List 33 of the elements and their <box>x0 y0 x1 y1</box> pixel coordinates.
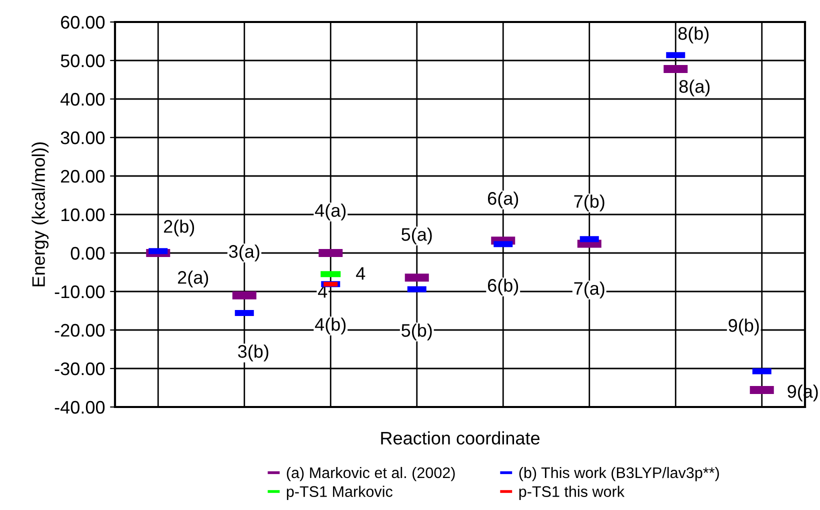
annotation: 5(a) <box>402 228 432 244</box>
y-tick-label: -20.00 <box>54 324 105 337</box>
y-axis-title: Energy (kcal/mol)) <box>32 142 49 286</box>
annotation: 3(b) <box>238 344 268 362</box>
y-tick-label: 20.00 <box>61 170 105 183</box>
y-tick-label: 40.00 <box>60 92 105 106</box>
annotation: 8(a) <box>679 80 710 96</box>
annotation: 6(a) <box>488 192 518 208</box>
annotation: 7(b) <box>574 194 604 212</box>
annotation: 4 <box>356 267 366 280</box>
y-tick-label: 0.00 <box>70 246 105 260</box>
legend-label: p-TS1 Markovic <box>286 486 392 500</box>
y-tick-label: 30.00 <box>60 131 105 144</box>
annotation: 3(a) <box>229 244 260 262</box>
annotation: 2(a) <box>178 270 208 288</box>
y-tick-label: 60.00 <box>61 16 105 29</box>
legend-label: (a) Markovic et al. (2002) <box>286 466 455 482</box>
y-tick-label: -30.00 <box>54 362 105 376</box>
y-tick-label: 50.00 <box>60 54 105 68</box>
annotation: 4(a) <box>314 204 346 220</box>
annotation: 5(b) <box>402 324 432 340</box>
legend-label: p-TS1 this work <box>519 486 625 500</box>
annotation: 9(b) <box>728 318 759 336</box>
annotation: 4(b) <box>314 318 346 334</box>
annotation: 7(a) <box>574 282 604 298</box>
y-tick-label: -10.00 <box>54 285 105 298</box>
annotation: 6(b) <box>488 278 518 296</box>
legend-label: (b) This work (B3LYP/lav3p**) <box>519 466 719 482</box>
annotation: 2(b) <box>164 220 194 236</box>
y-tick-label: 10.00 <box>61 208 105 222</box>
x-axis-title: Reaction coordinate <box>381 431 540 445</box>
y-tick-label: -40.00 <box>54 400 105 414</box>
annotation: 8(b) <box>678 26 709 44</box>
